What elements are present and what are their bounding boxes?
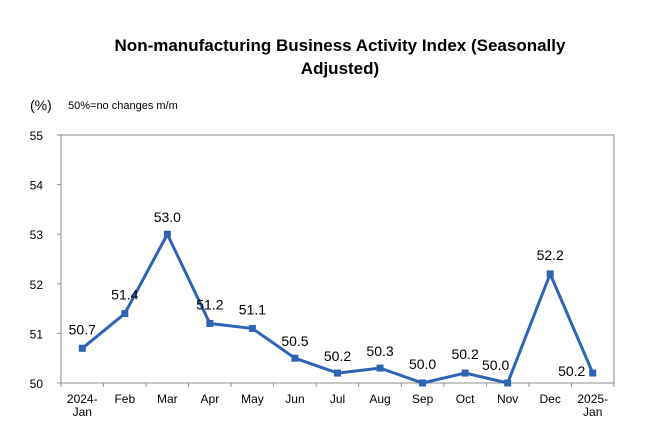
y-axis-unit-label: (%) — [30, 97, 52, 113]
data-label: 51.2 — [196, 296, 223, 312]
data-label: 51.4 — [111, 287, 138, 303]
x-tick-label: Feb — [114, 392, 135, 406]
data-label: 53.0 — [154, 209, 181, 225]
data-label: 50.2 — [324, 348, 351, 364]
x-tick-label: Oct — [456, 392, 475, 406]
y-tick-label: 52 — [30, 278, 44, 292]
chart-title: Non-manufacturing Business Activity Inde… — [60, 34, 620, 80]
y-tick-label: 51 — [30, 327, 44, 341]
y-tick-label: 55 — [30, 129, 44, 143]
chart-title-line-1: Non-manufacturing Business Activity Inde… — [114, 36, 566, 55]
x-tick-label: Dec — [540, 392, 561, 406]
data-label: 52.2 — [537, 247, 564, 263]
chart-title-line-2: Adjusted) — [300, 59, 380, 78]
x-tick-label: Jul — [330, 392, 345, 406]
data-point-marker — [163, 230, 171, 238]
x-tick-label: Aug — [369, 392, 390, 406]
data-label: 50.0 — [409, 356, 436, 372]
data-label: 50.0 — [482, 357, 509, 373]
x-tick-label: 2025-Jan — [577, 392, 608, 419]
data-point-marker — [376, 364, 384, 372]
data-label: 51.1 — [239, 301, 266, 317]
data-point-marker — [589, 369, 597, 377]
plot-frame — [60, 134, 615, 384]
data-label: 50.2 — [558, 363, 585, 379]
x-tick-label: 2024-Jan — [67, 392, 98, 419]
data-point-marker — [121, 310, 129, 318]
baseline-note: 50%=no changes m/m — [68, 100, 178, 112]
x-tick-label: Nov — [497, 392, 518, 406]
y-tick-label: 50 — [30, 377, 44, 391]
data-label: 50.7 — [69, 321, 96, 337]
y-tick-label: 53 — [30, 228, 44, 242]
data-point-marker — [291, 354, 299, 362]
data-point-marker — [206, 319, 214, 327]
data-point-marker — [419, 379, 427, 387]
x-tick-label: Sep — [412, 392, 434, 406]
data-point-marker — [78, 344, 86, 352]
x-tick-label: Mar — [157, 392, 178, 406]
data-point-marker — [334, 369, 341, 377]
x-tick-label: Apr — [201, 392, 220, 406]
data-point-marker — [248, 324, 256, 332]
data-label: 50.5 — [281, 333, 308, 349]
data-point-marker — [546, 270, 554, 278]
y-tick-label: 54 — [30, 179, 44, 193]
x-tick-label: May — [241, 392, 264, 406]
data-point-marker — [504, 379, 512, 387]
x-tick-label: Jun — [285, 392, 304, 406]
data-label: 50.2 — [451, 346, 478, 362]
data-label: 50.3 — [366, 343, 393, 359]
data-point-marker — [461, 369, 469, 377]
